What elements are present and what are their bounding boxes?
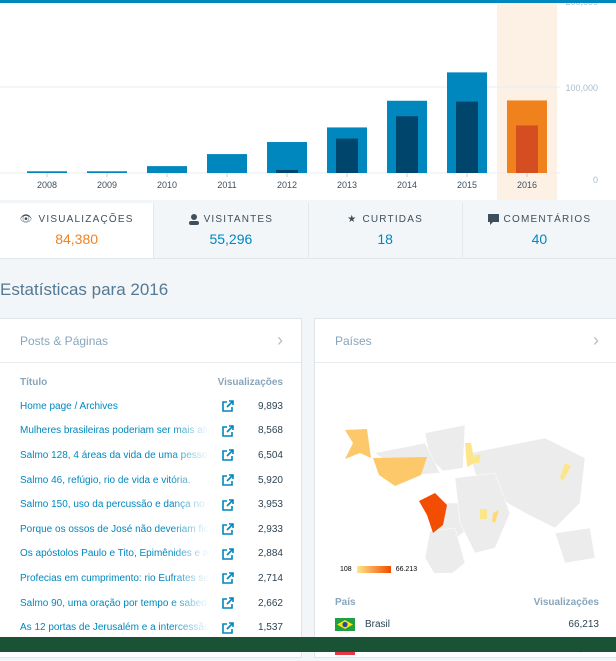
post-title-link[interactable]: Home page / Archives [20, 400, 118, 412]
tab-visitors[interactable]: VISITANTES 55,296 [153, 203, 308, 258]
x-tick-label: 2014 [397, 180, 417, 190]
external-link-icon[interactable] [221, 523, 235, 536]
posts-pages-card: Posts & Páginas › Título Visualizações Hom… [0, 318, 302, 658]
external-link-icon[interactable] [221, 425, 235, 437]
post-row: Home page / Archives 9,893 [20, 400, 283, 413]
x-tick-label: 2010 [157, 180, 177, 190]
post-title-link[interactable]: Profecias em cumprimento: rio Eufrates s… [20, 572, 209, 584]
views-bar [147, 166, 187, 173]
post-title-link[interactable]: Salmo 128, 4 áreas da vida de uma pessoa… [20, 449, 209, 461]
section-title: Estatísticas para 2016 [0, 280, 169, 299]
post-title-link[interactable]: Mulheres brasileiras poderiam ser mais a… [20, 425, 209, 437]
post-row: Os apóstolos Paulo e Tito, Epimênides e … [20, 548, 283, 560]
post-title-link[interactable]: Os apóstolos Paulo e Tito, Epimênides e … [20, 548, 209, 560]
stat-tabs: 👁 VISUALIZAÇÕES 84,380 VISITANTES 55,296 … [0, 203, 616, 259]
external-link-icon[interactable] [221, 572, 235, 585]
visitors-bar [516, 125, 538, 173]
external-link-icon[interactable] [221, 548, 235, 560]
post-row: Salmo 46, refúgio, rio de vida e vitória… [20, 474, 283, 486]
post-row: Mulheres brasileiras poderiam ser mais a… [20, 425, 283, 437]
post-row: Salmo 90, uma oração por tempo e sabedor… [20, 597, 283, 609]
comment-icon [487, 214, 499, 225]
visitors-bar [456, 101, 478, 173]
countries-card-header[interactable]: Países › [315, 319, 616, 363]
yearly-views-chart: 0 100,000 200,000 2008 2009 2010 2011 2012 2013 2… [0, 3, 616, 200]
tab-views[interactable]: 👁 VISUALIZAÇÕES 84,380 [0, 203, 154, 258]
x-tick-label: 2012 [277, 180, 297, 190]
views-bar [27, 171, 67, 173]
post-row: As 12 portas de Jerusalém e a intercessã… [20, 621, 283, 634]
person-icon [188, 214, 199, 225]
top-accent-bar [0, 0, 616, 3]
post-title-link[interactable]: As 12 portas de Jerusalém e a intercessã… [20, 622, 209, 634]
x-tick-label: 2008 [37, 180, 57, 190]
external-link-icon[interactable] [221, 621, 235, 634]
external-link-icon[interactable] [221, 449, 235, 462]
external-link-icon[interactable] [221, 400, 235, 413]
x-tick-label: 2015 [457, 180, 477, 190]
post-title-link[interactable]: Salmo 90, uma oração por tempo e sabedor… [20, 597, 209, 609]
x-tick-label: 2016 [517, 180, 537, 190]
tab-likes[interactable]: ★ CURTIDAS 18 [307, 203, 462, 258]
chevron-right-icon[interactable]: › [277, 330, 283, 350]
country-row[interactable]: Brasil 66,213 [315, 612, 616, 637]
post-row: Profecias em cumprimento: rio Eufrates s… [20, 572, 283, 585]
tab-comments[interactable]: COMENTÁRIOS 40 [461, 203, 616, 258]
eye-icon: 👁 [19, 214, 34, 225]
x-tick-label: 2013 [337, 180, 357, 190]
visitors-bar [276, 169, 298, 173]
y-tick-label: 0 [593, 175, 598, 185]
y-tick-label: 100,000 [565, 83, 598, 93]
post-title-link[interactable]: Salmo 150, uso da percussão e dança no l… [20, 499, 209, 511]
external-link-icon[interactable] [221, 597, 235, 609]
post-title-link[interactable]: Porque os ossos de José não deveriam fic… [20, 523, 209, 535]
post-row: Porque os ossos de José não deveriam fic… [20, 523, 283, 536]
x-tick-label: 2011 [217, 180, 236, 190]
views-bar [87, 171, 127, 173]
world-map [345, 424, 596, 573]
os-taskbar [0, 637, 616, 652]
x-tick-label: 2009 [97, 180, 117, 190]
chevron-right-icon[interactable]: › [593, 330, 599, 350]
map-legend-gradient [356, 566, 391, 573]
views-bar [267, 142, 307, 173]
posts-card-header[interactable]: Posts & Páginas › [0, 319, 301, 363]
post-title-link[interactable]: Salmo 46, refúgio, rio de vida e vitória… [20, 474, 191, 486]
countries-card: Países › 108 66.213 País Visualizações Bra… [314, 318, 616, 658]
star-icon: ★ [347, 214, 358, 225]
flag-brazil-icon [335, 617, 355, 631]
post-row: Salmo 128, 4 áreas da vida de uma pessoa… [20, 449, 283, 462]
post-row: Salmo 150, uso da percussão e dança no l… [20, 498, 283, 511]
visitors-bar [336, 138, 358, 173]
visitors-bar [396, 116, 418, 173]
y-tick-label: 200,000 [565, 3, 598, 7]
external-link-icon[interactable] [221, 474, 235, 486]
external-link-icon[interactable] [221, 498, 235, 511]
views-bar [207, 154, 247, 173]
